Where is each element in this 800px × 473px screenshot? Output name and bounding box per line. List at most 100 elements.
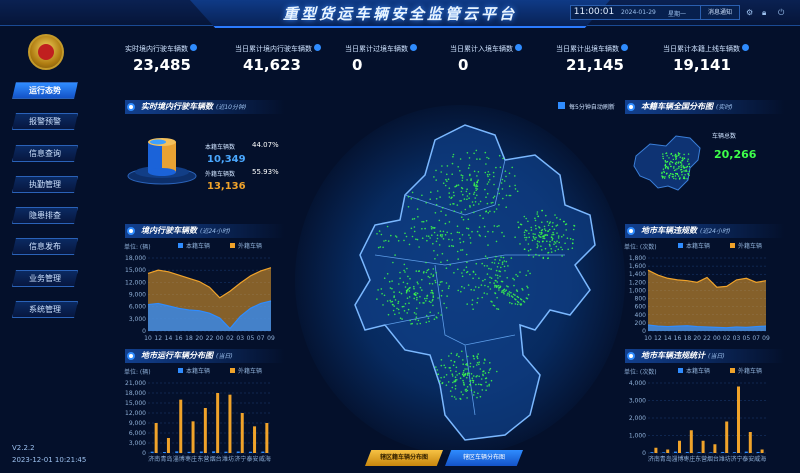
info-icon — [621, 44, 628, 51]
clock-weekday: 星期一 — [668, 11, 687, 18]
lock-icon[interactable]: 🔒︎ — [762, 8, 767, 17]
auto-refresh-checkbox[interactable] — [558, 102, 565, 109]
nav-item-system[interactable]: 系统管理 — [12, 301, 78, 318]
x-tick-label: 16 — [674, 335, 682, 342]
y-tick-label: 1,200 — [629, 279, 646, 286]
bar-local — [175, 451, 179, 453]
x-tick-label: 07 — [752, 335, 760, 342]
panel-title-area-right: 地市车辆违规数 (近24小时) — [625, 224, 785, 238]
x-tick-label: 20 — [195, 335, 203, 342]
notification-button[interactable]: 消息通知 — [700, 5, 740, 20]
bar-local — [685, 451, 689, 453]
title-banner — [190, 0, 610, 28]
bar-local — [249, 451, 253, 453]
tab-region-distribution[interactable]: 辖区车辆分布图 — [445, 450, 523, 466]
stat-label: 实时境内行驶车辆数 — [125, 44, 197, 54]
nav-item-operation[interactable]: 运行态势 — [12, 82, 78, 99]
bar-local — [697, 452, 701, 453]
bar-local — [674, 451, 677, 453]
area-chart-violations: 单位: (次数) 本籍车辆 外籍车辆 1,8001,6001,4001,2001,00… — [624, 242, 770, 342]
y-tick-label: 1,000 — [629, 433, 646, 440]
y-tick-label: 4,000 — [629, 380, 646, 387]
y-tick-label: 6,000 — [129, 430, 146, 437]
x-tick-label: 22 — [206, 335, 214, 342]
bar-foreign — [666, 449, 670, 453]
x-tick-label: 淄博 — [173, 455, 185, 463]
y-tick-label: 15,000 — [125, 267, 146, 274]
bar-foreign — [689, 430, 693, 453]
x-tick-label: 东营 — [197, 455, 209, 463]
legend-swatch — [678, 368, 683, 373]
y-tick-label: 2,000 — [629, 415, 646, 422]
x-tick-label: 青岛 — [660, 455, 672, 463]
y-tick-label: 800 — [635, 296, 647, 303]
x-tick-label: 泰安 — [247, 455, 259, 463]
tab-local-distribution[interactable]: 辖区籍车辆分布图 — [365, 450, 443, 466]
x-tick-label: 济宁 — [730, 455, 742, 463]
y-unit-label: 单位: (辆) — [124, 243, 151, 251]
x-tick-label: 淄博 — [671, 455, 683, 463]
x-tick-label: 泰安 — [742, 455, 754, 463]
x-tick-label: 潍坊 — [222, 455, 234, 463]
bar-foreign — [240, 413, 244, 453]
region-map[interactable] — [345, 115, 605, 450]
power-icon[interactable]: ⏻ — [778, 8, 785, 17]
local-value: 10,349 — [207, 154, 246, 165]
x-tick-label: 威海 — [259, 455, 271, 463]
bar-foreign — [191, 421, 195, 453]
bar-local — [261, 451, 265, 453]
nav-item-publish[interactable]: 信息发布 — [12, 238, 78, 255]
bar-foreign — [678, 440, 681, 453]
x-tick-label: 济宁 — [234, 455, 246, 463]
x-tick-label: 14 — [664, 335, 672, 342]
info-icon — [742, 44, 749, 51]
emblem-center — [38, 44, 54, 60]
y-tick-label: 0 — [142, 328, 146, 335]
china-map — [633, 135, 701, 191]
y-tick-label: 3,000 — [129, 440, 146, 447]
version-label: V2.2.2 — [12, 444, 35, 452]
nav-item-hazard[interactable]: 隐患排查 — [12, 207, 78, 224]
x-tick-label: 09 — [267, 335, 275, 342]
y-tick-label: 400 — [635, 312, 647, 319]
panel-title-bar-left: 地市运行车辆分布图 (当日) — [125, 349, 285, 363]
bar-foreign — [737, 386, 740, 453]
line-local — [647, 324, 767, 329]
x-tick-label: 22 — [703, 335, 711, 342]
y-unit-label: 单位: (次数) — [624, 368, 657, 376]
nav-item-query[interactable]: 信息查询 — [12, 145, 78, 162]
panel-title-national: 本籍车辆全国分布图 (实时) — [625, 100, 785, 114]
bar-local — [721, 451, 725, 453]
bar-local — [756, 451, 760, 453]
y-tick-label: 1,600 — [629, 263, 646, 270]
x-tick-label: 潍坊 — [719, 455, 731, 463]
line-foreign — [147, 267, 272, 299]
nav-item-duty[interactable]: 执勤管理 — [12, 176, 78, 193]
panel-title-area-left: 境内行驶车辆数 (近24小时) — [125, 224, 285, 238]
y-tick-label: 600 — [635, 304, 647, 311]
total-value: 20,266 — [714, 148, 757, 161]
nav-item-alarm[interactable]: 报警预警 — [12, 113, 78, 130]
bar-local — [709, 452, 713, 453]
x-tick-label: 16 — [175, 335, 183, 342]
bar-chart-violations: 单位: (次数) 本籍车辆 外籍车辆 4,000 3,000 2,000 1,000 0济南青… — [624, 367, 766, 463]
settings-icon[interactable]: ⚙ — [746, 8, 754, 17]
nav-item-business[interactable]: 业务管理 — [12, 270, 78, 287]
y-tick-label: 3,000 — [129, 316, 146, 323]
x-tick-label: 12 — [154, 335, 162, 342]
bar-local — [187, 451, 191, 453]
legend-label: 外籍车辆 — [238, 242, 262, 250]
bar-local — [650, 452, 654, 453]
foreign-percent: 55.93% — [252, 168, 279, 176]
bar-foreign — [265, 423, 269, 453]
bar-local — [236, 451, 240, 453]
stat-value: 23,485 — [133, 56, 191, 74]
x-tick-label: 枣庄 — [683, 455, 695, 463]
y-tick-label: 0 — [142, 450, 146, 457]
bar-foreign — [713, 444, 717, 453]
bar-foreign — [166, 438, 170, 453]
legend-swatch — [730, 243, 735, 248]
x-tick-label: 烟台 — [707, 455, 719, 463]
bar-foreign — [701, 440, 705, 453]
bar-local — [662, 452, 666, 453]
